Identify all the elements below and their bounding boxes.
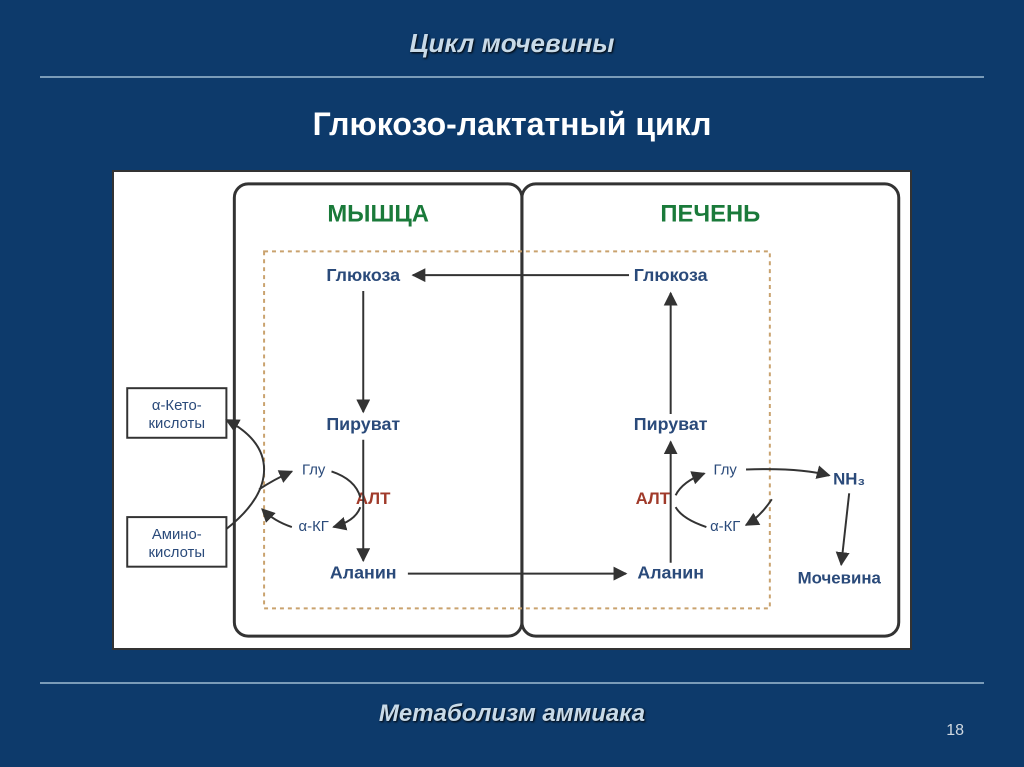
glucose-lactate-diagram: МЫШЦА ПЕЧЕНЬ α-Кето- кислоты Амино- кисл… — [112, 170, 912, 650]
arrow-glu-nh3 — [746, 469, 829, 475]
slide-header: Цикл мочевины — [0, 0, 1024, 59]
pyruvate-liver: Пируват — [634, 414, 708, 434]
cycle-akg-m-out — [334, 507, 361, 527]
cycle-glu-l-out — [676, 473, 705, 495]
divider-top — [40, 76, 984, 78]
amino-acids-l1: Амино- — [152, 527, 202, 543]
slide-subtitle: Глюкозо-лактатный цикл — [0, 106, 1024, 143]
glucose-liver: Глюкоза — [634, 265, 709, 285]
akg-liver: α-КГ — [710, 519, 740, 535]
arrow-nh3-urea — [841, 493, 849, 564]
nh3-label: NH₃ — [833, 469, 865, 488]
alanine-liver: Аланин — [637, 563, 704, 583]
keto-acids-l1: α-Кето- — [152, 398, 202, 414]
liver-label: ПЕЧЕНЬ — [660, 201, 760, 228]
arrow-amino-to-keto — [226, 420, 264, 529]
alt-liver: АЛТ — [636, 489, 671, 508]
header-title: Цикл мочевины — [0, 28, 1024, 59]
alt-muscle: АЛТ — [356, 489, 391, 508]
footer-title: Метаболизм аммиака — [0, 700, 1024, 728]
arrow-right-to-akg — [746, 499, 772, 525]
amino-acids-l2: кислоты — [149, 545, 205, 561]
glucose-muscle: Глюкоза — [326, 265, 401, 285]
alanine-muscle: Аланин — [330, 563, 397, 583]
urea-label: Мочевина — [798, 569, 882, 588]
cycle-akg-l-in — [676, 507, 707, 527]
pyruvate-muscle: Пируват — [326, 414, 400, 434]
page-number: 18 — [946, 722, 964, 740]
keto-acids-l2: кислоты — [149, 416, 205, 432]
glu-liver: Глу — [714, 462, 738, 478]
divider-bottom — [40, 682, 984, 684]
arrow-akg-to-left — [262, 509, 292, 527]
muscle-label: МЫШЦА — [327, 201, 429, 228]
glu-muscle: Глу — [302, 462, 326, 478]
akg-muscle: α-КГ — [299, 519, 329, 535]
